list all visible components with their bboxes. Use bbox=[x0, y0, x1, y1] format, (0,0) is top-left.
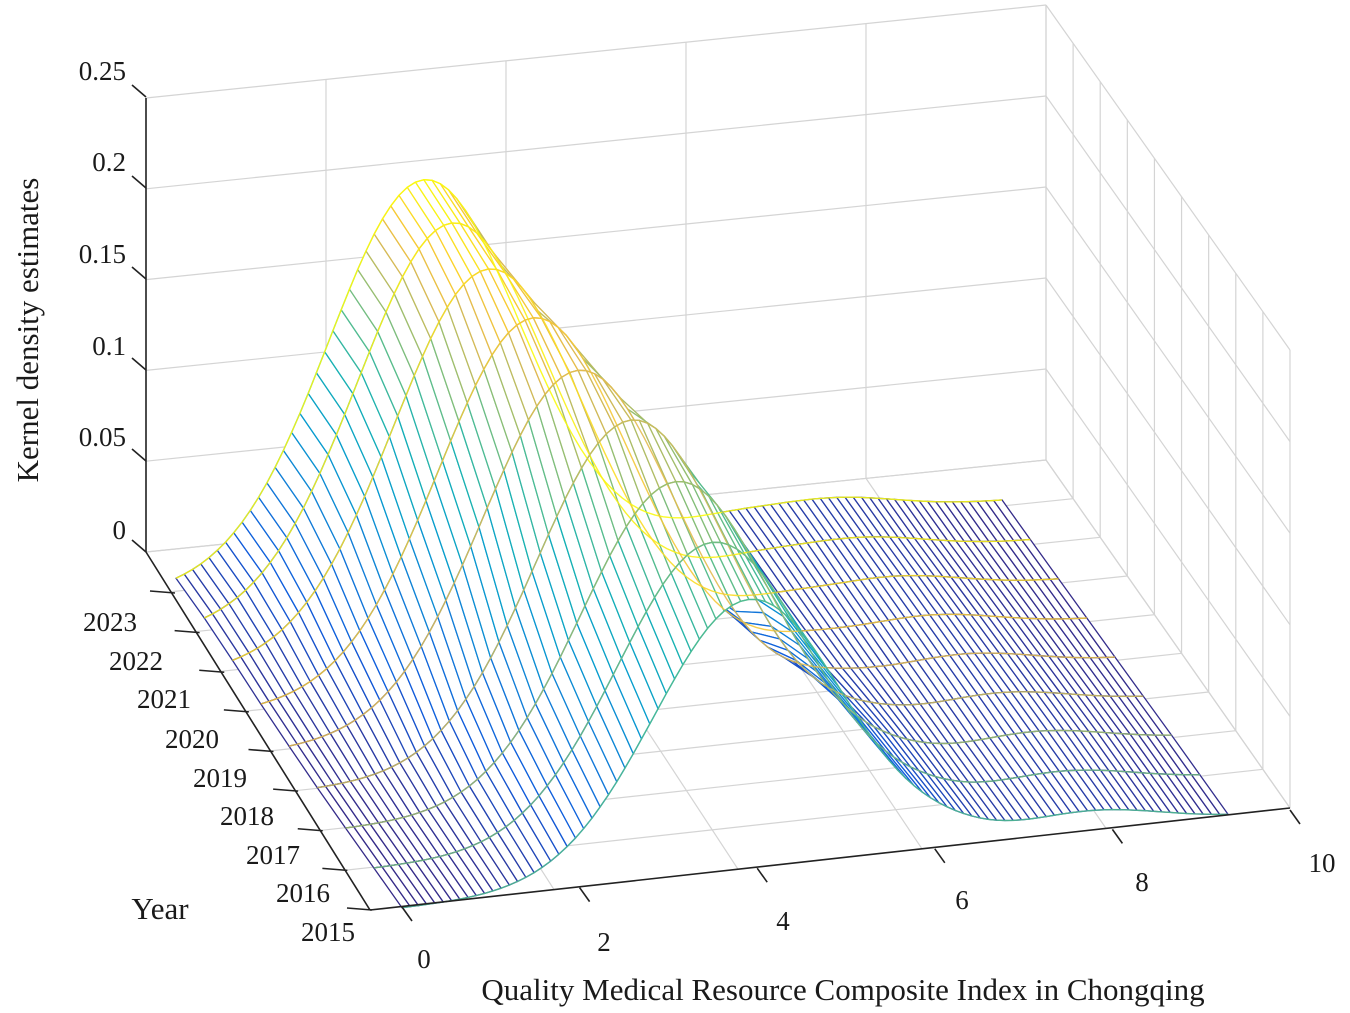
x-tick-label-6: 6 bbox=[955, 885, 969, 915]
year-axis-tick bbox=[297, 827, 323, 832]
x-axis-tick bbox=[578, 887, 591, 903]
back-wall-horizontal-grid-line bbox=[145, 186, 1047, 281]
year-axis-line bbox=[145, 551, 371, 911]
z-axis-tick bbox=[131, 175, 147, 189]
z-tick-label-0: 0 bbox=[113, 515, 127, 545]
year-tick-label-2016: 2016 bbox=[276, 878, 330, 908]
x-tick-label-8: 8 bbox=[1135, 867, 1149, 897]
year-tick-label-2023: 2023 bbox=[83, 607, 137, 637]
z-axis-tick-labels: 0 0.05 0.1 0.15 0.2 0.25 bbox=[79, 56, 126, 545]
year-axis-tick bbox=[199, 669, 225, 674]
year-tick-label-2018: 2018 bbox=[220, 801, 274, 831]
year-curve-2016 bbox=[373, 541, 1200, 869]
year-tick-label-2019: 2019 bbox=[193, 763, 247, 793]
year-curve-2019 bbox=[288, 369, 1116, 747]
year-tick-label-2017: 2017 bbox=[246, 840, 300, 870]
back-wall-horizontal-grid-line bbox=[145, 95, 1047, 190]
year-curve-2022 bbox=[203, 222, 1031, 619]
year-axis-tick bbox=[149, 590, 176, 594]
x-axis-tick-labels: 0 2 4 6 8 10 bbox=[417, 848, 1335, 974]
density-surface bbox=[175, 178, 1229, 909]
year-curve-2015 bbox=[401, 598, 1229, 909]
z-tick-label-4: 0.2 bbox=[92, 147, 126, 177]
z-tick-label-5: 0.25 bbox=[79, 56, 126, 86]
side-wall-horizontal-grid-line bbox=[1045, 4, 1291, 351]
x-tick-label-4: 4 bbox=[776, 906, 790, 936]
z-tick-label-3: 0.15 bbox=[79, 239, 126, 269]
back-wall-horizontal-grid-line bbox=[145, 4, 1047, 99]
z-axis-tick bbox=[131, 357, 147, 371]
x-axis-tick bbox=[401, 906, 413, 922]
year-axis-tick bbox=[174, 629, 200, 634]
side-wall-horizontal-grid-line bbox=[1045, 277, 1291, 626]
x-axis-label: Quality Medical Resource Composite Index… bbox=[481, 972, 1204, 1007]
side-wall-horizontal-grid-line bbox=[1045, 186, 1291, 534]
z-axis-tick bbox=[131, 539, 147, 553]
year-tick-label-2020: 2020 bbox=[165, 724, 219, 754]
y-axis-label: Year bbox=[131, 891, 189, 926]
year-curve-2018 bbox=[317, 419, 1144, 789]
year-axis-tick bbox=[273, 788, 299, 792]
year-tick-label-2021: 2021 bbox=[137, 684, 191, 714]
x-axis-tick bbox=[756, 867, 768, 883]
year-curve-2020 bbox=[260, 317, 1087, 705]
z-axis-tick bbox=[131, 266, 147, 280]
z-axis-tick bbox=[131, 448, 147, 462]
x-tick-label-10: 10 bbox=[1309, 848, 1336, 878]
side-wall-horizontal-grid-line bbox=[1045, 368, 1291, 717]
z-tick-label-2: 0.1 bbox=[92, 331, 126, 361]
x-tick-label-2: 2 bbox=[597, 927, 611, 957]
x-axis-tick bbox=[934, 848, 946, 864]
year-curve-2021 bbox=[232, 268, 1059, 662]
year-axis-tick-labels: 2015 2016 2017 2018 2019 2020 2021 2022 … bbox=[83, 607, 355, 947]
year-tick-label-2015: 2015 bbox=[301, 917, 355, 947]
axes bbox=[131, 84, 1301, 922]
floor-grid-line bbox=[1045, 459, 1291, 809]
x-axis-line bbox=[369, 807, 1291, 911]
z-tick-label-1: 0.05 bbox=[79, 422, 126, 452]
x-tick-label-0: 0 bbox=[417, 944, 431, 974]
x-axis-tick bbox=[1289, 809, 1301, 825]
back-wall-horizontal-grid-line bbox=[145, 277, 1047, 371]
year-axis-tick bbox=[322, 867, 348, 872]
z-axis-label: Kernel density estimates bbox=[10, 178, 45, 483]
year-axis-tick bbox=[248, 748, 274, 753]
year-axis-tick bbox=[223, 709, 249, 713]
year-tick-label-2022: 2022 bbox=[109, 646, 163, 676]
year-axis-tick bbox=[346, 907, 373, 911]
x-axis-tick bbox=[1111, 828, 1124, 844]
side-wall-horizontal-grid-line bbox=[1045, 95, 1291, 442]
year-curve-2023 bbox=[175, 178, 1003, 579]
z-axis-tick bbox=[131, 84, 147, 98]
